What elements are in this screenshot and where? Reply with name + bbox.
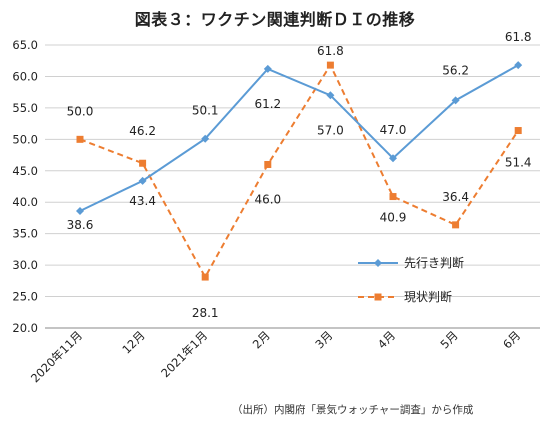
x-tick-label: 2020年11月 (28, 328, 85, 385)
y-tick-label: 40.0 (12, 195, 38, 209)
data-point (139, 159, 147, 167)
data-label: 40.9 (380, 211, 407, 225)
series-line-2 (79, 63, 520, 280)
x-tick-label: 12月 (119, 328, 147, 356)
legend-marker (374, 259, 382, 267)
y-tick-label: 20.0 (12, 321, 38, 335)
data-point (138, 176, 147, 185)
data-label: 50.0 (67, 104, 94, 118)
x-tick-label: 6月 (500, 328, 523, 351)
legend-label: 先行き判断 (404, 255, 464, 270)
y-tick-label: 60.0 (12, 69, 38, 83)
data-point (263, 64, 272, 73)
data-label: 57.0 (317, 123, 344, 137)
x-tick-label: 2021年1月 (158, 328, 210, 380)
y-tick-label: 35.0 (12, 227, 38, 241)
data-point (451, 96, 460, 105)
series-line-1 (79, 64, 519, 212)
data-point (514, 127, 522, 135)
data-label: 50.1 (192, 104, 219, 118)
y-tick-label: 30.0 (12, 258, 38, 272)
data-point (514, 61, 523, 70)
data-label: 61.8 (317, 44, 344, 58)
data-point (389, 193, 397, 201)
y-tick-label: 45.0 (12, 164, 38, 178)
data-label: 61.8 (505, 30, 532, 44)
y-tick-label: 65.0 (12, 38, 38, 52)
data-label: 51.4 (505, 156, 532, 170)
y-tick-label: 25.0 (12, 290, 38, 304)
data-label: 28.1 (192, 306, 219, 320)
x-tick-label: 2月 (250, 328, 273, 351)
legend-label: 現状判断 (404, 289, 452, 304)
data-point (76, 135, 84, 143)
y-tick-label: 50.0 (12, 132, 38, 146)
data-point (201, 273, 209, 281)
legend-marker (374, 293, 382, 301)
data-label: 36.4 (442, 190, 469, 204)
data-point (201, 134, 210, 143)
data-label: 47.0 (380, 123, 407, 137)
data-point (326, 91, 335, 100)
data-point (264, 160, 272, 168)
data-label: 46.0 (254, 192, 281, 206)
data-point (76, 207, 84, 216)
chart-source-note: （出所）内閣府「景気ウォッチャー調査」から作成 (232, 404, 474, 416)
data-label: 38.6 (67, 218, 94, 232)
y-tick-label: 55.0 (12, 101, 38, 115)
x-tick-label: 3月 (312, 328, 335, 351)
chart-title: 図表３：ワクチン関連判断ＤＩの推移 (134, 10, 416, 29)
data-label: 56.2 (442, 63, 469, 77)
x-tick-label: 4月 (375, 328, 398, 351)
data-point (326, 61, 334, 69)
data-label: 46.2 (129, 124, 156, 138)
data-point (389, 154, 397, 163)
data-point (452, 221, 460, 229)
data-label: 61.2 (254, 97, 281, 111)
x-tick-label: 5月 (438, 328, 461, 351)
data-label: 43.4 (129, 194, 156, 208)
